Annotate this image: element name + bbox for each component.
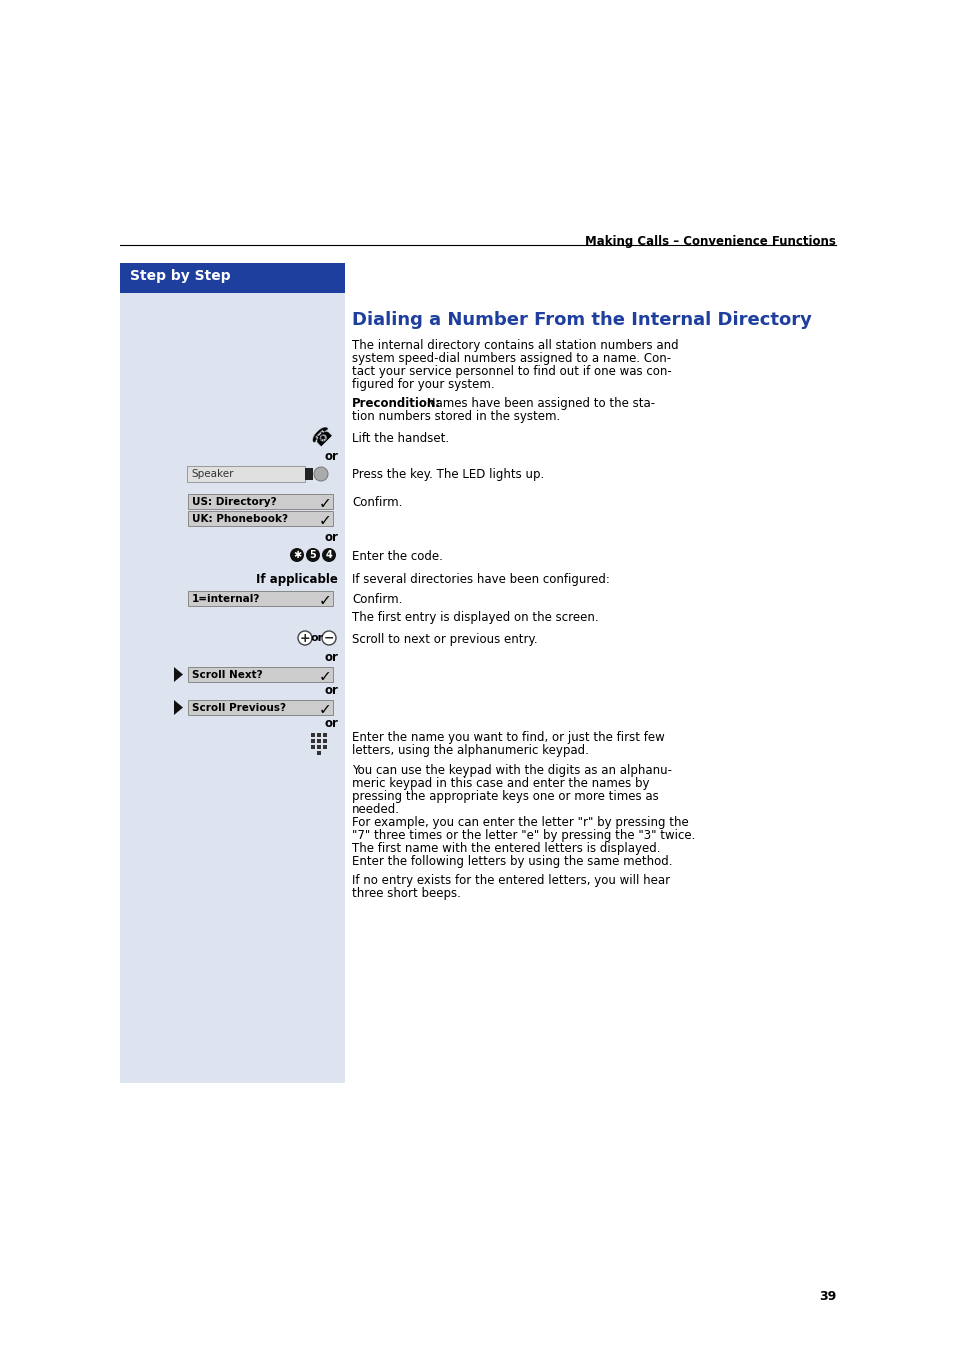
Text: ✓: ✓ xyxy=(318,513,331,528)
Text: ✓: ✓ xyxy=(318,703,331,717)
Bar xyxy=(316,739,320,743)
Text: ✓: ✓ xyxy=(318,669,331,684)
Text: Speaker: Speaker xyxy=(191,469,233,480)
Text: The internal directory contains all station numbers and: The internal directory contains all stat… xyxy=(352,339,678,353)
Bar xyxy=(120,263,345,293)
Text: ✓: ✓ xyxy=(318,496,331,511)
Bar xyxy=(188,667,333,682)
Text: Scroll Previous?: Scroll Previous? xyxy=(192,703,286,713)
Text: Press the key. The LED lights up.: Press the key. The LED lights up. xyxy=(352,467,543,481)
Text: The first name with the entered letters is displayed.: The first name with the entered letters … xyxy=(352,842,659,855)
Polygon shape xyxy=(173,667,183,682)
Bar xyxy=(323,734,327,738)
Text: If several directories have been configured:: If several directories have been configu… xyxy=(352,573,609,586)
Circle shape xyxy=(290,549,304,562)
Text: tion numbers stored in the system.: tion numbers stored in the system. xyxy=(352,409,559,423)
Text: The first entry is displayed on the screen.: The first entry is displayed on the scre… xyxy=(352,611,598,624)
Bar xyxy=(316,751,320,755)
Text: 4: 4 xyxy=(325,550,332,561)
Circle shape xyxy=(314,467,328,481)
Text: +: + xyxy=(299,631,310,644)
Text: Enter the following letters by using the same method.: Enter the following letters by using the… xyxy=(352,855,672,867)
Bar xyxy=(120,263,345,1084)
Text: needed.: needed. xyxy=(352,802,399,816)
Text: −: − xyxy=(323,631,334,644)
Text: UK: Phonebook?: UK: Phonebook? xyxy=(192,513,288,524)
Text: or: or xyxy=(324,717,337,730)
Bar xyxy=(316,734,320,738)
Text: Enter the code.: Enter the code. xyxy=(352,550,442,563)
Bar xyxy=(323,739,327,743)
Text: You can use the keypad with the digits as an alphanu-: You can use the keypad with the digits a… xyxy=(352,765,671,777)
Bar xyxy=(188,511,333,526)
Text: or: or xyxy=(324,531,337,544)
Text: If applicable: If applicable xyxy=(255,573,337,586)
Text: ✱: ✱ xyxy=(293,550,301,561)
Text: Confirm.: Confirm. xyxy=(352,496,402,509)
Text: tact your service personnel to find out if one was con-: tact your service personnel to find out … xyxy=(352,365,671,378)
Text: ☎: ☎ xyxy=(309,423,337,451)
Text: Scroll to next or previous entry.: Scroll to next or previous entry. xyxy=(352,634,537,646)
Text: Dialing a Number From the Internal Directory: Dialing a Number From the Internal Direc… xyxy=(352,311,811,330)
Text: "7" three times or the letter "e" by pressing the "3" twice.: "7" three times or the letter "e" by pre… xyxy=(352,830,695,842)
Text: or: or xyxy=(324,684,337,697)
Circle shape xyxy=(322,549,335,562)
Bar xyxy=(323,744,327,748)
Circle shape xyxy=(306,549,319,562)
Text: Names have been assigned to the sta-: Names have been assigned to the sta- xyxy=(422,397,655,409)
Text: Scroll Next?: Scroll Next? xyxy=(192,670,262,680)
Bar xyxy=(311,734,314,738)
Text: Precondition:: Precondition: xyxy=(352,397,440,409)
Bar xyxy=(187,466,305,482)
Text: Enter the name you want to find, or just the first few: Enter the name you want to find, or just… xyxy=(352,731,664,744)
Text: Step by Step: Step by Step xyxy=(130,269,231,282)
Text: figured for your system.: figured for your system. xyxy=(352,378,494,390)
Text: ✓: ✓ xyxy=(318,593,331,608)
Text: 1=internal?: 1=internal? xyxy=(192,594,260,604)
Polygon shape xyxy=(173,700,183,715)
Text: three short beeps.: three short beeps. xyxy=(352,888,460,900)
Text: US: Directory?: US: Directory? xyxy=(192,497,276,507)
Circle shape xyxy=(322,631,335,644)
Text: or: or xyxy=(324,450,337,463)
Text: letters, using the alphanumeric keypad.: letters, using the alphanumeric keypad. xyxy=(352,744,588,757)
Text: Making Calls – Convenience Functions: Making Calls – Convenience Functions xyxy=(584,235,835,249)
Bar xyxy=(305,467,313,480)
Bar xyxy=(316,744,320,748)
Bar xyxy=(188,590,333,607)
Bar xyxy=(311,744,314,748)
Text: or: or xyxy=(324,651,337,663)
Bar xyxy=(188,494,333,509)
Text: or: or xyxy=(310,634,323,643)
Text: If no entry exists for the entered letters, you will hear: If no entry exists for the entered lette… xyxy=(352,874,669,888)
Text: Lift the handset.: Lift the handset. xyxy=(352,432,449,444)
Circle shape xyxy=(297,631,312,644)
Text: Confirm.: Confirm. xyxy=(352,593,402,607)
Text: 5: 5 xyxy=(310,550,316,561)
Text: system speed-dial numbers assigned to a name. Con-: system speed-dial numbers assigned to a … xyxy=(352,353,670,365)
Text: meric keypad in this case and enter the names by: meric keypad in this case and enter the … xyxy=(352,777,649,790)
Text: pressing the appropriate keys one or more times as: pressing the appropriate keys one or mor… xyxy=(352,790,659,802)
Text: For example, you can enter the letter "r" by pressing the: For example, you can enter the letter "r… xyxy=(352,816,688,830)
Bar xyxy=(311,739,314,743)
Bar xyxy=(188,700,333,715)
Text: 39: 39 xyxy=(818,1290,835,1302)
